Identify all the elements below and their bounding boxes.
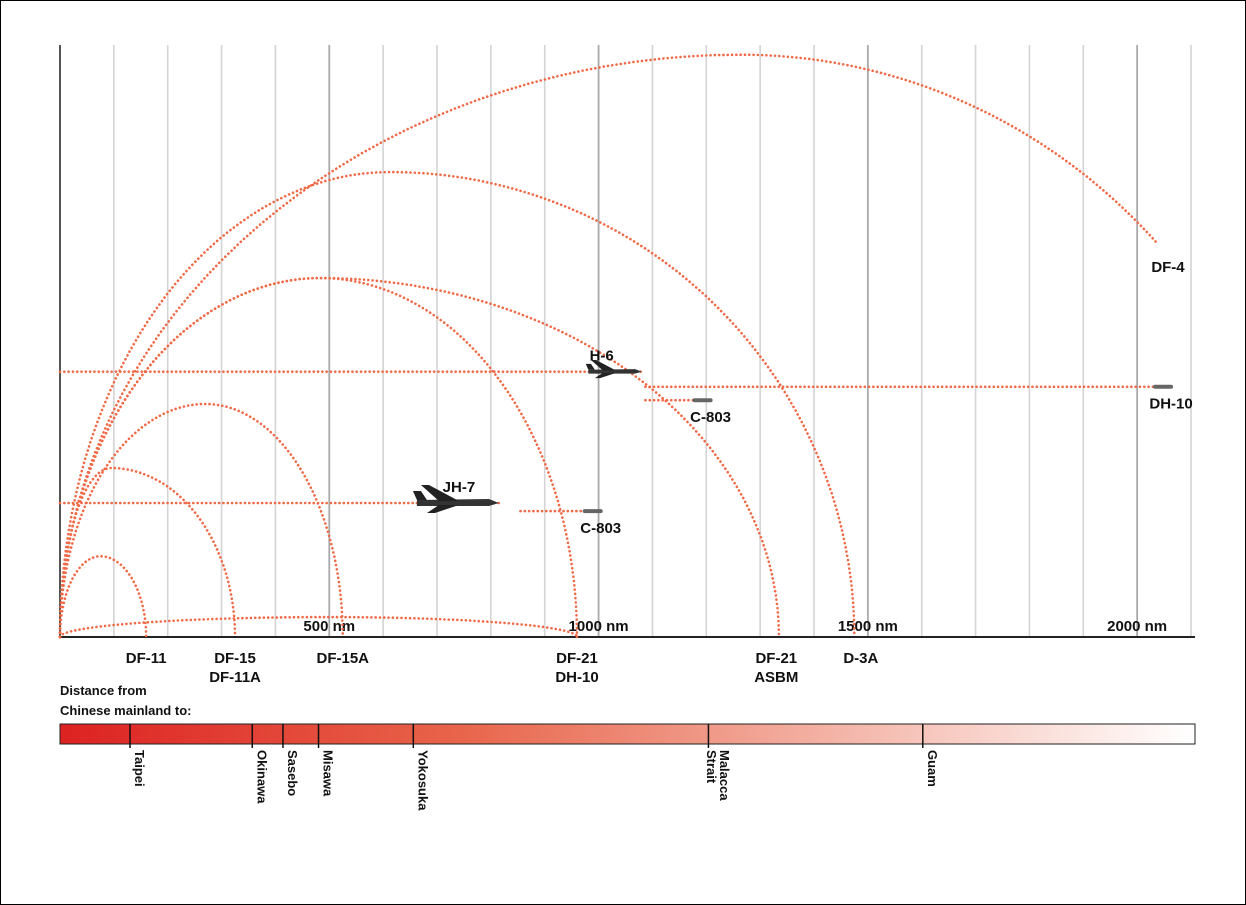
frame [1, 1, 1246, 905]
cruise-label: C-803 [690, 409, 731, 426]
cruise-label: C-803 [580, 520, 621, 537]
aircraft-body [417, 499, 499, 506]
missile-icon [693, 398, 713, 402]
range-label: DF-15 [214, 650, 256, 667]
cruise-label: DH-10 [1149, 396, 1192, 413]
ballistic-arc [60, 55, 1156, 637]
x-tick-label: 1500 nm [838, 618, 898, 635]
ballistic-arc [60, 556, 146, 637]
aircraft-body [588, 369, 641, 374]
place-label: Yokosuka [415, 750, 430, 811]
x-tick-label: 500 nm [303, 618, 355, 635]
cruise-label: JH-7 [443, 479, 476, 496]
x-tick-label: 2000 nm [1107, 618, 1167, 635]
place-label: Misawa [321, 750, 336, 797]
range-label: DF-15A [316, 650, 369, 667]
ballistic-arc [60, 172, 854, 637]
distance-title: Distance from [60, 683, 147, 698]
arc-label: DF-4 [1151, 259, 1185, 276]
ballistic-arc [60, 404, 343, 637]
distance-title: Chinese mainland to: [60, 703, 191, 718]
chart: 500 nm1000 nm1500 nm2000 nmDF-4H-6C-803D… [0, 0, 1246, 905]
place-label: Guam [925, 750, 940, 787]
ballistic-arc [60, 468, 235, 637]
place-label: Sasebo [285, 750, 300, 796]
range-label: DF-11A [209, 669, 261, 686]
place-label: Okinawa [254, 750, 269, 804]
range-label: ASBM [754, 669, 798, 686]
range-label: DF-21 [556, 650, 598, 667]
aircraft-tail [413, 491, 427, 500]
aircraft-tail [586, 364, 595, 370]
range-label: DF-11 [126, 650, 167, 667]
ballistic-arc [60, 278, 577, 637]
cruise-label: H-6 [590, 348, 614, 365]
distance-bar [60, 724, 1195, 744]
missile-icon [1153, 385, 1173, 389]
range-label: DF-21 [755, 650, 797, 667]
page: 500 nm1000 nm1500 nm2000 nmDF-4H-6C-803D… [0, 0, 1246, 905]
place-label: Strait [704, 750, 719, 784]
range-label: D-3A [843, 650, 878, 667]
missile-icon [583, 509, 603, 513]
place-label: Taipei [132, 750, 147, 787]
range-label: DH-10 [555, 669, 598, 686]
